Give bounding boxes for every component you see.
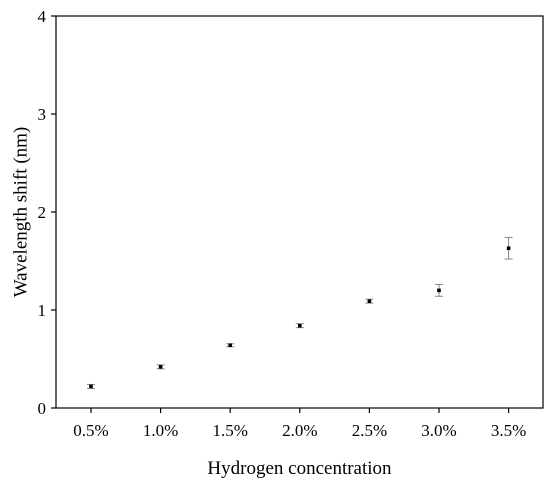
y-tick-label: 1	[38, 301, 47, 320]
y-axis: 0 1 2 3 4	[38, 7, 56, 418]
x-tick-label: 2.0%	[282, 421, 317, 440]
y-tick-label: 4	[38, 7, 47, 26]
data-point	[437, 288, 441, 293]
x-tick-label: 2.5%	[352, 421, 387, 440]
y-tick-label: 2	[38, 203, 47, 222]
y-tick-label: 0	[38, 399, 47, 418]
x-tick-label: 1.0%	[143, 421, 178, 440]
data-point	[298, 323, 302, 328]
x-tick-label: 3.0%	[421, 421, 456, 440]
plot-border	[55, 15, 544, 409]
data-point	[158, 365, 163, 369]
data-point	[506, 246, 511, 251]
data-point	[89, 384, 93, 389]
x-tick-label: 1.5%	[212, 421, 247, 440]
x-tick-label: 3.5%	[491, 421, 526, 440]
data-point	[228, 343, 232, 348]
x-tick-label: 0.5%	[73, 421, 108, 440]
x-axis-title: Hydrogen concentration	[207, 458, 392, 479]
y-tick-label: 3	[38, 105, 47, 124]
y-axis-title: Wavelength shift (nm)	[10, 127, 31, 297]
data-series	[87, 236, 513, 389]
data-point	[367, 299, 372, 303]
x-axis: 0.5% 1.0% 1.5% 2.0% 2.5% 3.0% 3.5%	[73, 408, 526, 440]
plot-frame	[55, 15, 544, 409]
